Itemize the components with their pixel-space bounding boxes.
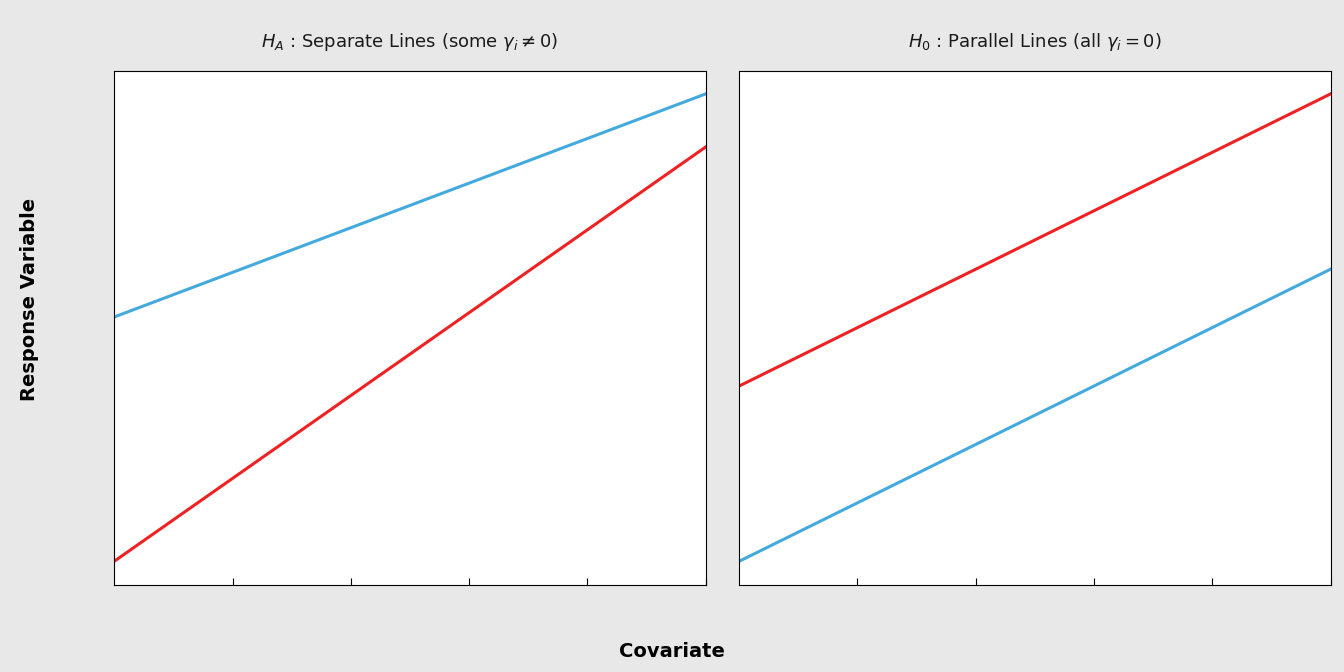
- Text: $H_A$ : Separate Lines (some $\gamma_i \neq 0$): $H_A$ : Separate Lines (some $\gamma_i \…: [261, 31, 559, 53]
- Text: Response Variable: Response Variable: [20, 198, 39, 401]
- Text: $H_0$ : Parallel Lines (all $\gamma_i = 0$): $H_0$ : Parallel Lines (all $\gamma_i = …: [909, 31, 1161, 53]
- Text: Covariate: Covariate: [620, 642, 724, 661]
